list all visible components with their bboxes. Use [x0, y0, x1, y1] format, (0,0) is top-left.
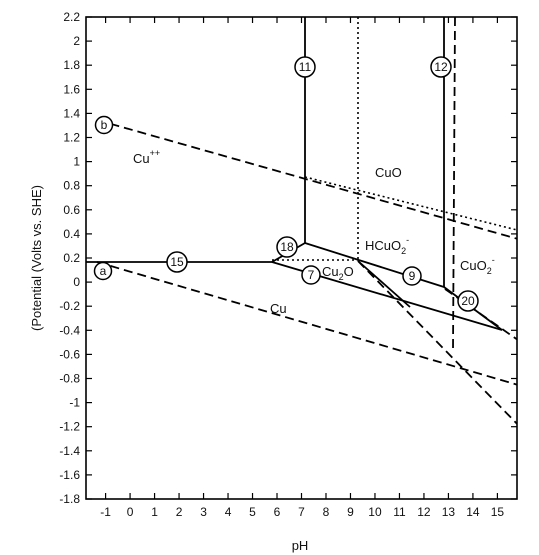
y-tick-label: 0.4 [63, 227, 80, 241]
x-tick-label: -1 [100, 505, 111, 519]
x-axis-title: pH [292, 538, 309, 553]
svg-text:a: a [100, 264, 107, 278]
x-tick-label: 12 [417, 505, 431, 519]
y-tick-label: 1 [73, 155, 80, 169]
x-tick-label: 11 [393, 505, 406, 519]
y-tick-label: 0.6 [63, 203, 80, 217]
x-tick-label: 3 [200, 505, 207, 519]
x-tick-label: 5 [249, 505, 256, 519]
y-tick-label: 0 [73, 275, 80, 289]
marker-20: 20 [458, 291, 478, 311]
region-hcuo2: HCuO2- [365, 235, 409, 256]
y-tick-label: -1.4 [59, 444, 80, 458]
region-cu2o: Cu2O [322, 264, 354, 282]
x-tick-label: 1 [151, 505, 158, 519]
x-tick-label: 10 [368, 505, 382, 519]
x-tick-label: 6 [274, 505, 281, 519]
marker-18: 18 [277, 237, 297, 257]
marker-12: 12 [431, 57, 451, 77]
y-tick-label: -0.2 [59, 299, 80, 313]
y-tick-label: 0.8 [63, 179, 80, 193]
region-cu-ion: Cu++ [133, 148, 160, 166]
svg-text:18: 18 [280, 240, 294, 254]
marker-11: 11 [295, 57, 315, 77]
x-tick-label: 4 [225, 505, 232, 519]
svg-text:15: 15 [170, 255, 184, 269]
y-tick-label: -1.6 [59, 468, 80, 482]
y-tick-label: -0.4 [59, 323, 80, 337]
y-tick-label: -0.8 [59, 372, 80, 386]
y-tick-label: 1.8 [63, 58, 80, 72]
y-tick-label: 1.2 [63, 131, 80, 145]
marker-a: a [95, 263, 112, 280]
y-axis-title: (Potential (Volts vs. SHE) [29, 185, 44, 331]
x-tick-label: 15 [491, 505, 505, 519]
svg-text:b: b [101, 118, 108, 132]
marker-7: 7 [302, 266, 320, 284]
svg-text:7: 7 [308, 268, 315, 282]
line-cuo2-dashed-vertical [453, 17, 455, 350]
line-b-upper-water [97, 120, 525, 241]
plot-frame [86, 17, 517, 499]
y-tick-label: -1.2 [59, 420, 80, 434]
y-tick-label: 1.6 [63, 82, 80, 96]
region-cuo: CuO [375, 165, 402, 180]
marker-15: 15 [167, 252, 187, 272]
x-tick-label: 9 [347, 505, 354, 519]
x-tick-label: 2 [176, 505, 183, 519]
dotted-cu-cuo-line [305, 177, 517, 230]
y-tick-label: 0.2 [63, 251, 80, 265]
y-tick-label: 1.4 [63, 106, 80, 120]
svg-text:9: 9 [409, 269, 416, 283]
boundary-lines [86, 17, 525, 432]
y-tick-label: -1.8 [59, 492, 80, 506]
y-axis-ticks: 2.2 2 1.8 1.6 1.4 1.2 1 0.8 0.6 0.4 0.2 0 -0.2 -0.4 -0… [59, 10, 517, 506]
x-tick-label: 8 [323, 505, 330, 519]
svg-text:20: 20 [461, 294, 475, 308]
x-tick-label: 14 [466, 505, 480, 519]
x-tick-label: 7 [298, 505, 305, 519]
y-tick-label: 2.2 [63, 10, 80, 24]
svg-text:11: 11 [299, 60, 312, 74]
svg-text:12: 12 [434, 60, 448, 74]
x-tick-label: 13 [442, 505, 456, 519]
x-tick-label: 0 [127, 505, 134, 519]
y-tick-label: 2 [73, 34, 80, 48]
marker-9: 9 [403, 267, 421, 285]
region-cu: Cu [270, 301, 287, 316]
y-tick-label: -1 [69, 396, 80, 410]
region-cuo2: CuO2- [460, 255, 495, 276]
y-tick-label: -0.6 [59, 347, 80, 361]
marker-b: b [96, 117, 113, 134]
